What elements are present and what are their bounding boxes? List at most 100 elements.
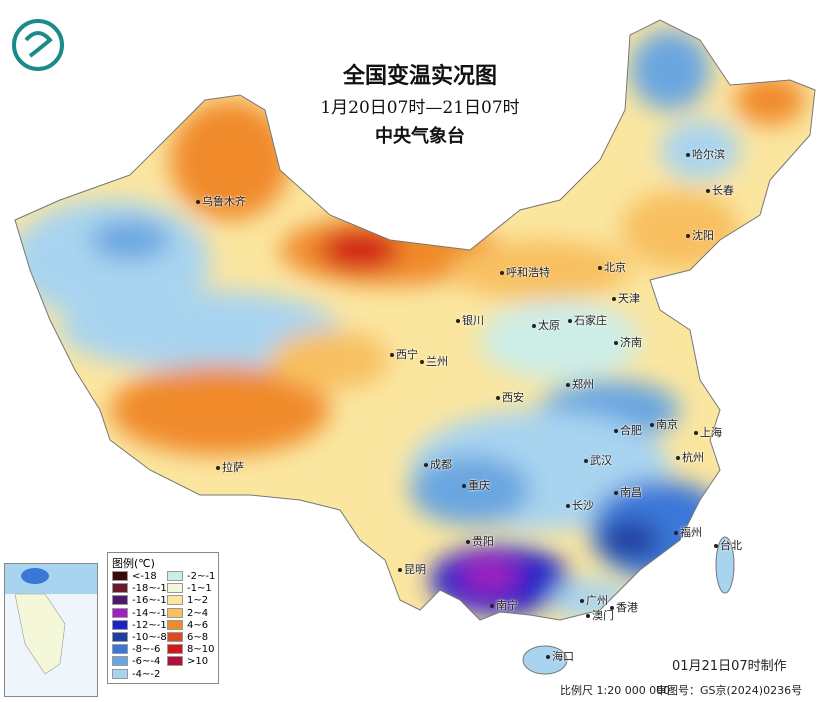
city-label: 台北 [714,537,742,553]
legend-item: -16~-14 [112,595,173,606]
city-label: 太原 [532,317,560,333]
city-label: 拉萨 [216,459,244,475]
city-label: 呼和浩特 [500,264,550,280]
legend-label: -16~-14 [132,595,174,607]
legend-item: -12~-10 [112,619,174,631]
legend-label: <-18 [132,571,157,582]
city-label: 长沙 [566,497,594,513]
city-label: 成都 [424,456,452,472]
legend-swatch [112,607,128,618]
legend-item: -8~-6 [112,644,160,655]
legend-label: 6~8 [187,632,209,643]
legend-swatch [112,619,128,630]
city-label: 哈尔滨 [686,146,725,162]
city-label: 上海 [694,424,722,440]
legend-swatch [112,668,128,679]
legend-swatch [167,619,183,630]
city-label: 长春 [706,182,734,198]
legend-swatch [167,607,183,618]
city-label: 福州 [674,524,702,540]
subtitle: 1月20日07时—21日07时 [320,98,520,118]
city-label: 石家庄 [568,312,607,328]
legend-item: -1~1 [167,583,212,594]
city-label: 重庆 [462,477,490,493]
legend-label: 4~6 [187,619,209,631]
city-label: 济南 [614,334,642,350]
legend-swatch [112,644,128,655]
legend-label: -1~1 [187,583,212,595]
legend-label: -2~-1 [187,571,216,582]
city-label: 南宁 [490,597,518,613]
city-label: 贵阳 [466,533,494,549]
city-label: 海口 [546,648,574,664]
legend-swatch [112,595,128,606]
legend-item: -6~-4 [112,656,160,667]
city-label: 武汉 [584,452,612,468]
city-label: 沈阳 [686,227,714,243]
legend-item: <-18 [112,571,157,582]
legend-label: -12~-10 [132,619,174,631]
legend-item: -4~-2 [112,668,161,680]
legend-item: 4~6 [167,619,209,631]
agency: 中央气象台 [375,126,465,147]
logo [12,19,64,71]
legend-swatch [112,571,128,581]
city-label: 兰州 [420,353,448,369]
legend-swatch [112,632,128,642]
legend-label: -18~-16 [132,583,174,595]
legend-title: 图例(℃) [112,557,155,570]
scale: 比例尺 1:20 000 000 [560,684,671,697]
legend-swatch [167,644,183,655]
city-label: 天津 [612,290,640,306]
legend-label: 1~2 [187,595,209,607]
legend: 图例(℃) <-18 -18~-16 -16~-14 -14~-12 -12~-10 -1… [107,552,219,684]
legend-swatch [167,656,183,667]
legend-swatch [167,571,183,581]
inset-graphic [5,564,97,675]
legend-label: -10~-8 [132,632,167,643]
title: 全国变温实况图 [342,64,497,89]
review-number: 审图号：GS京(2024)0236号 [656,684,803,697]
legend-swatch [112,656,128,667]
legend-label: >10 [187,656,209,668]
city-label: 杭州 [676,449,704,465]
legend-item: 8~10 [167,644,214,655]
legend-swatch [167,583,183,594]
inset-map [4,563,98,697]
legend-swatch [112,583,128,594]
logo-mark [24,31,53,58]
legend-label: -6~-4 [132,656,161,668]
legend-item: 1~2 [167,595,208,606]
city-label: 西宁 [390,346,418,362]
legend-label: 2~4 [187,607,209,619]
city-label: 乌鲁木齐 [196,193,246,209]
legend-swatch [167,632,183,642]
made-time: 01月21日07时制作 [672,659,787,674]
city-label: 澳门 [586,607,614,623]
legend-item: -18~-16 [112,583,173,594]
city-label: 香港 [610,599,638,615]
city-label: 北京 [598,259,626,275]
city-label: 西安 [496,389,524,405]
city-label: 银川 [456,312,484,328]
legend-label: -14~-12 [132,607,174,619]
legend-item: >10 [167,656,208,667]
legend-label: -8~-6 [132,644,161,656]
legend-label: -4~-2 [132,668,161,680]
city-label: 南昌 [614,484,642,500]
legend-label: 8~10 [187,644,215,656]
city-label: 广州 [580,592,608,608]
city-label: 昆明 [398,561,426,577]
legend-item: 2~4 [167,607,209,619]
legend-item: -14~-12 [112,607,174,619]
city-label: 郑州 [566,376,594,392]
legend-swatch [167,595,183,606]
legend-item: -10~-8 [112,632,167,643]
legend-item: 6~8 [167,632,208,643]
city-label: 合肥 [614,422,642,438]
legend-item: -2~-1 [167,571,215,582]
city-label: 南京 [650,416,678,432]
border [14,19,816,621]
